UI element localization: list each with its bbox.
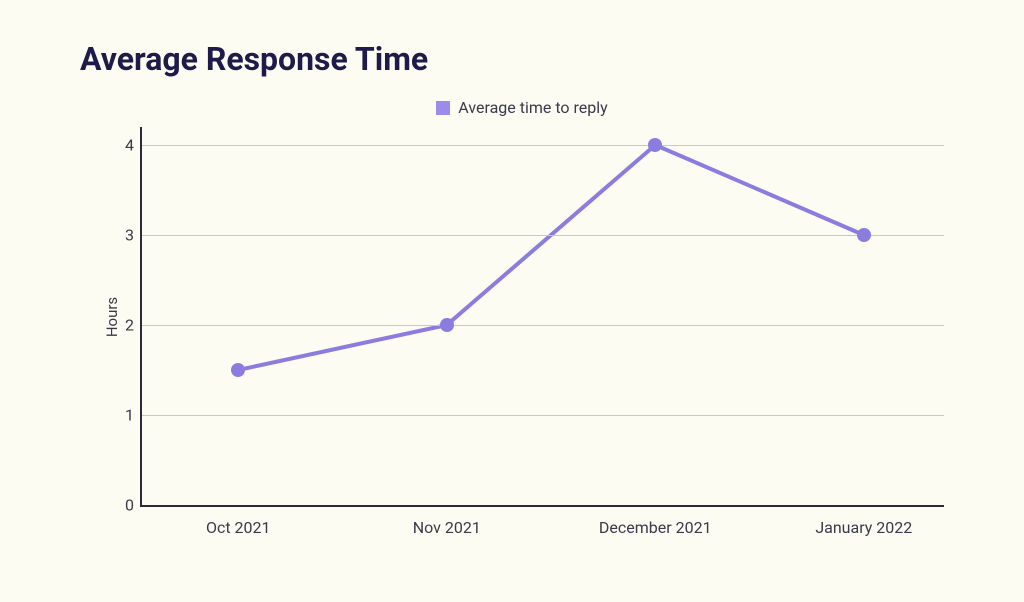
x-tick-label: January 2022 xyxy=(815,518,912,537)
gridline xyxy=(142,415,944,416)
legend-label: Average time to reply xyxy=(458,98,607,117)
x-tick-label: Oct 2021 xyxy=(206,518,271,537)
data-line xyxy=(238,145,864,370)
data-point xyxy=(857,228,871,242)
data-point xyxy=(440,318,454,332)
legend-swatch xyxy=(436,101,450,115)
chart-page: Average Response Time Average time to re… xyxy=(0,0,1024,602)
gridline xyxy=(142,235,944,236)
line-series xyxy=(142,127,944,505)
legend: Average time to reply xyxy=(80,98,964,117)
y-tick-label: 4 xyxy=(114,136,134,155)
y-tick-label: 1 xyxy=(114,406,134,425)
chart-area: Hours 01234Oct 2021Nov 2021December 2021… xyxy=(140,127,944,507)
x-tick-label: December 2021 xyxy=(599,518,712,537)
y-tick-label: 2 xyxy=(114,316,134,335)
gridline xyxy=(142,145,944,146)
plot-area: 01234Oct 2021Nov 2021December 2021Januar… xyxy=(140,127,944,507)
y-tick-label: 3 xyxy=(114,226,134,245)
chart-title: Average Response Time xyxy=(80,40,964,78)
gridline xyxy=(142,325,944,326)
x-tick-label: Nov 2021 xyxy=(413,518,481,537)
y-tick-label: 0 xyxy=(114,496,134,515)
